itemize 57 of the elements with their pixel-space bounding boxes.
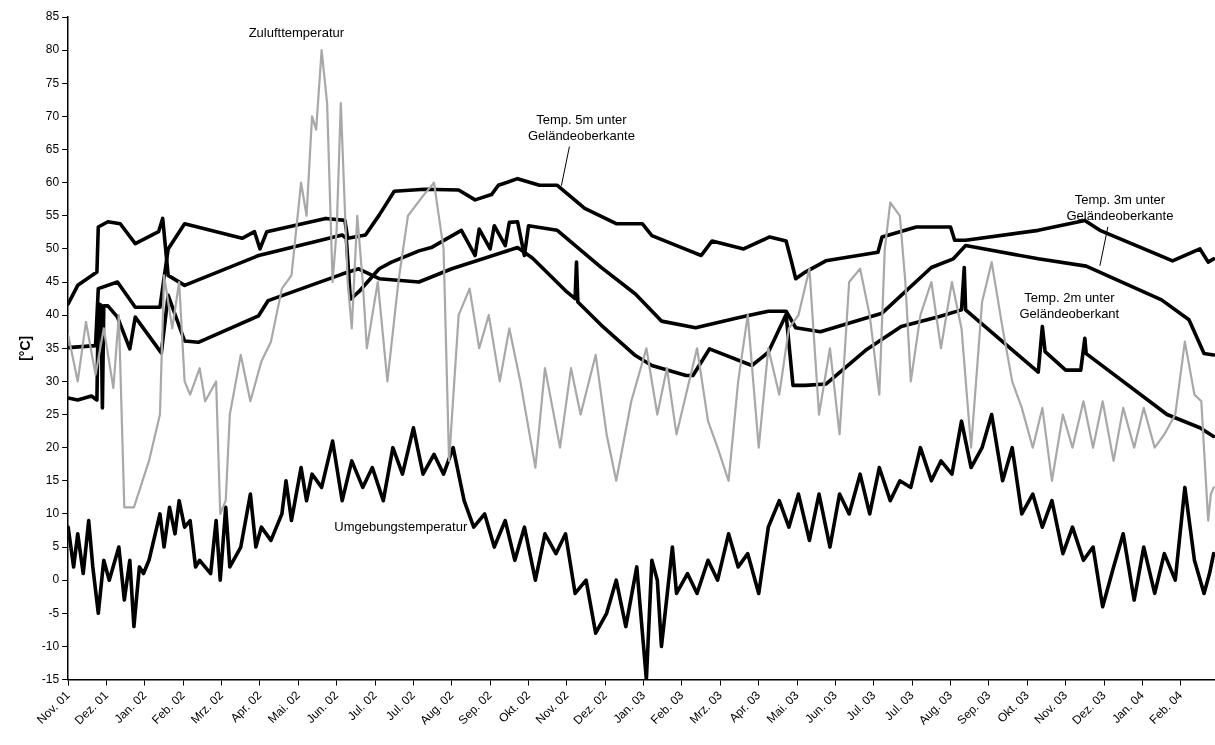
y-tick-label: 10 (45, 506, 60, 521)
x-tick-label: Nov. 02 (532, 687, 572, 727)
x-tick-label: Feb. 03 (647, 688, 687, 727)
x-tick-label: Mai. 03 (763, 688, 802, 726)
y-tick-label: -15 (41, 671, 60, 686)
annotation: Zulufttemperatur (248, 25, 345, 41)
y-tick-label: 15 (45, 473, 60, 488)
y-tick-label: 50 (45, 241, 60, 256)
x-tick-label: Feb. 04 (1146, 688, 1186, 727)
annotation: Temp. 2m unter Geländeoberkant (1019, 290, 1120, 322)
x-tick-label: Aug. 03 (915, 688, 956, 728)
x-tick-label: Sep. 03 (954, 688, 994, 728)
x-tick-label: Dez. 02 (570, 687, 610, 728)
y-tick-label: 0 (52, 572, 60, 587)
y-tick-label: 25 (45, 406, 60, 421)
x-tick-label: Jan. 04 (1109, 688, 1148, 726)
x-tick-label: Nov. 03 (1031, 687, 1071, 727)
y-tick-label: 60 (45, 174, 60, 189)
x-tick-label: Jul. 03 (881, 687, 917, 724)
x-tick-label: Feb. 02 (149, 688, 188, 727)
x-tick-label: Mai. 02 (265, 688, 304, 726)
y-tick-label: 85 (45, 9, 60, 24)
x-tick-label: Dez. 03 (1069, 687, 1109, 728)
y-tick-label: 20 (45, 439, 60, 454)
x-tick-label: Mrz. 02 (187, 688, 227, 727)
x-tick-label: Jun. 02 (303, 688, 342, 726)
x-tick-label: Jul. 02 (344, 687, 380, 724)
y-tick-label: 55 (45, 208, 60, 223)
y-tick-label: 80 (45, 42, 60, 57)
x-tick-label: Sep. 02 (455, 688, 495, 728)
y-tick-label: 45 (45, 274, 60, 289)
x-tick-label: Apr. 03 (726, 687, 764, 726)
x-tick-label: Okt. 02 (495, 687, 534, 726)
x-tick-label: Okt. 03 (994, 687, 1032, 726)
y-axis-title: [°C] (17, 335, 34, 361)
annotation: Temp. 5m unter Geländeoberkante (527, 112, 635, 144)
y-tick-label: 75 (45, 75, 60, 90)
x-tick-label: Jul. 02 (383, 687, 419, 724)
x-tick-label: Nov. 01 (34, 687, 73, 727)
y-tick-label: -5 (48, 605, 60, 620)
y-tick-label: 65 (45, 141, 60, 156)
annotation: Umgebungstemperatur (334, 519, 468, 535)
x-tick-label: Jan. 02 (111, 688, 150, 726)
y-tick-label: -10 (41, 638, 60, 653)
y-tick-label: 70 (45, 108, 60, 123)
x-tick-label: Jul. 03 (843, 687, 879, 724)
x-tick-label: Jan. 03 (610, 688, 649, 726)
x-tick-label: Jun. 03 (802, 688, 841, 726)
y-tick-label: 30 (45, 373, 60, 388)
y-tick-label: 40 (45, 307, 60, 322)
x-tick-label: Aug. 02 (417, 688, 457, 728)
x-tick-label: Mrz. 03 (686, 688, 726, 727)
x-tick-label: Dez. 01 (71, 687, 112, 728)
annotation: Temp. 3m unter Geländeoberkante (1066, 192, 1174, 224)
x-tick-label: Apr. 02 (227, 687, 265, 726)
y-tick-label: 35 (45, 340, 60, 355)
y-tick-label: 5 (52, 539, 60, 554)
